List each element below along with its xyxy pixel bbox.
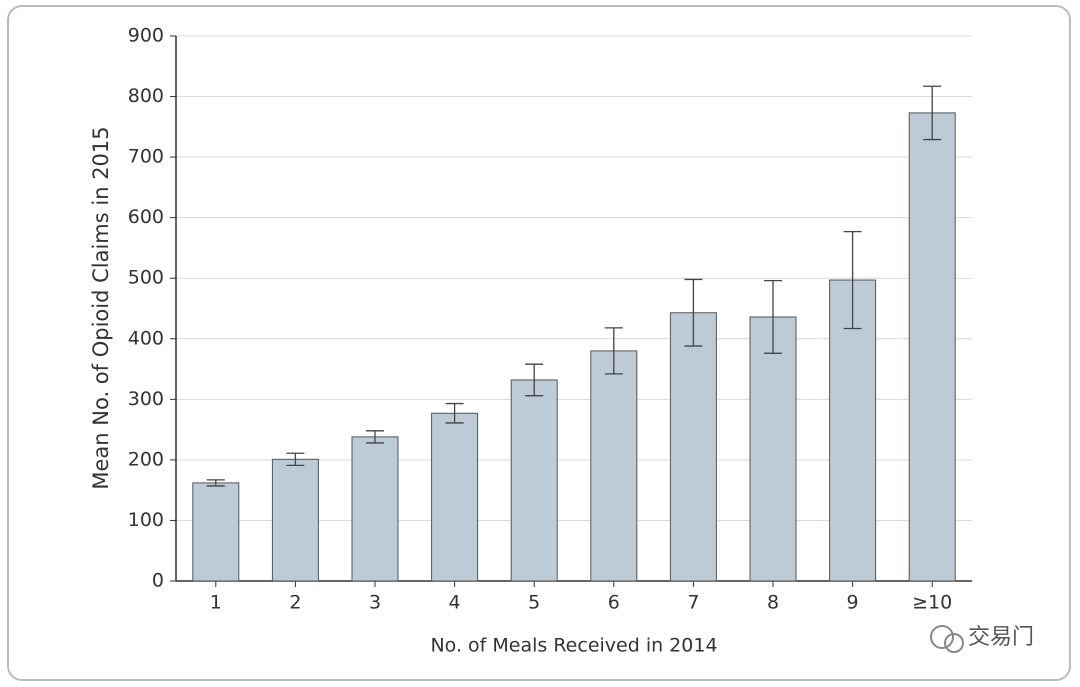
error-bar — [525, 363, 544, 397]
bar — [271, 458, 319, 582]
bar — [431, 412, 479, 582]
error-bar — [366, 430, 384, 444]
error-bar — [206, 479, 225, 487]
x-tick-label: 9 — [847, 592, 859, 614]
error-bar — [764, 279, 782, 354]
y-tick-label: 500 — [128, 267, 164, 289]
error-bar — [286, 452, 305, 466]
y-tick-label: 100 — [128, 509, 164, 531]
x-tick-label: 1 — [210, 592, 222, 614]
bar — [192, 482, 240, 582]
y-tick-label: 800 — [128, 85, 164, 107]
y-tick-label: 200 — [128, 448, 164, 470]
bar — [351, 436, 399, 582]
bar — [749, 316, 797, 582]
watermark-icon — [930, 625, 964, 653]
error-bar — [604, 327, 623, 375]
x-tick-label: 5 — [528, 592, 540, 614]
bar — [669, 312, 717, 582]
bar — [590, 350, 638, 582]
y-tick-label: 700 — [128, 146, 164, 168]
x-tick-label: 2 — [289, 592, 301, 614]
bar — [510, 379, 558, 582]
x-tick-label: 7 — [687, 592, 699, 614]
x-tick-label: 8 — [767, 592, 779, 614]
x-axis-label: No. of Meals Received in 2014 — [430, 635, 717, 657]
y-tick-label: 600 — [128, 206, 164, 228]
x-tick-label: ≥10 — [912, 592, 952, 614]
y-axis-label: Mean No. of Opioid Claims in 2015 — [89, 126, 113, 489]
y-tick-label: 300 — [128, 388, 164, 410]
y-tick-label: 400 — [128, 327, 164, 349]
bar — [829, 279, 877, 582]
error-bar — [684, 278, 703, 347]
error-bar — [923, 85, 942, 141]
watermark: 交易门 — [968, 625, 1034, 650]
y-tick-label: 900 — [128, 25, 164, 47]
x-tick-label: 3 — [369, 592, 381, 614]
error-bar — [445, 402, 464, 424]
x-tick-label: 6 — [608, 592, 620, 614]
bar — [908, 112, 956, 582]
error-bar — [843, 230, 862, 330]
x-tick-label: 4 — [449, 592, 461, 614]
y-tick-label: 0 — [152, 570, 164, 592]
